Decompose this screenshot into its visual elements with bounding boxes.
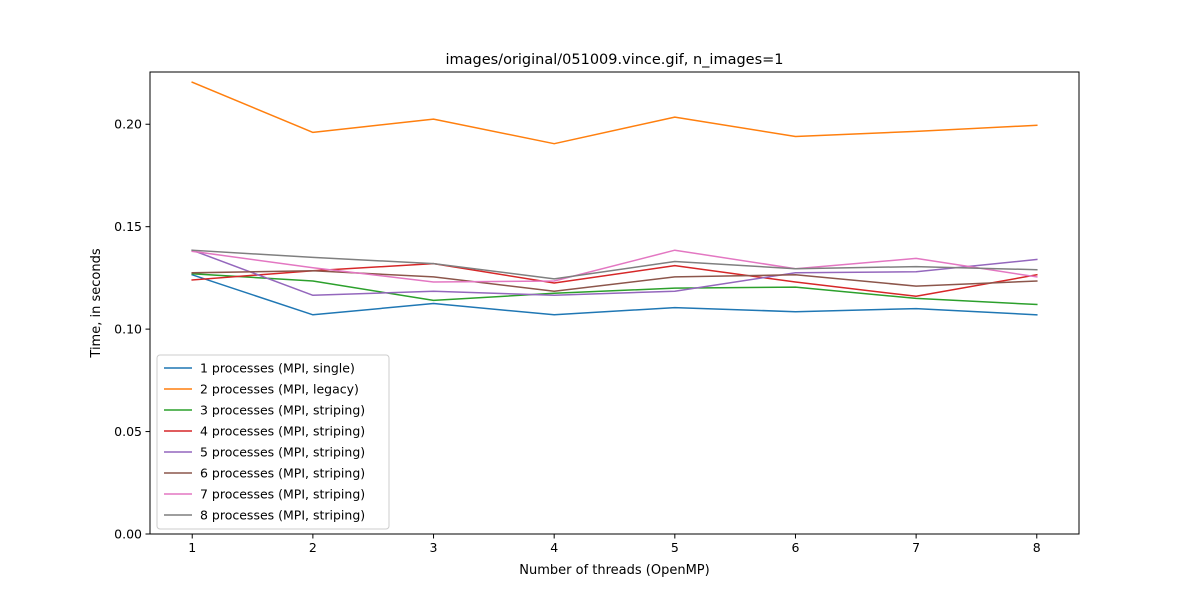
legend-label-3: 3 processes (MPI, striping) <box>200 403 365 418</box>
x-tick-label: 2 <box>309 540 317 555</box>
series-line-7 <box>191 249 1038 283</box>
x-tick-label: 1 <box>188 540 196 555</box>
legend-label-2: 2 processes (MPI, legacy) <box>200 382 359 397</box>
legend-label-4: 4 processes (MPI, striping) <box>200 424 365 439</box>
series-line-8 <box>191 249 1038 280</box>
x-axis-label: Number of threads (OpenMP) <box>519 563 709 578</box>
legend: 1 processes (MPI, single) 2 processes (MP… <box>156 354 390 530</box>
y-axis-label: Time, in seconds <box>89 248 104 358</box>
series-line-6 <box>191 269 1038 292</box>
series-line-3 <box>191 273 1038 306</box>
series-line-1 <box>191 273 1038 316</box>
x-tick-label: 6 <box>791 540 799 555</box>
x-axis: 1 2 3 4 5 6 7 8 <box>188 534 1041 555</box>
legend-label-5: 5 processes (MPI, striping) <box>200 445 365 460</box>
x-tick-label: 4 <box>550 540 558 555</box>
y-tick-label: 0.10 <box>114 322 142 337</box>
plot-frame <box>149 71 1080 535</box>
x-tick-label: 7 <box>912 540 920 555</box>
x-tick-label: 8 <box>1033 540 1041 555</box>
legend-label-7: 7 processes (MPI, striping) <box>200 487 365 502</box>
y-axis: 0.00 0.05 0.10 0.15 0.20 <box>114 117 150 542</box>
y-tick-label: 0.00 <box>114 527 142 542</box>
legend-label-6: 6 processes (MPI, striping) <box>200 466 365 481</box>
chart-title: images/original/051009.vince.gif, n_imag… <box>445 52 783 68</box>
legend-box <box>156 354 390 530</box>
x-tick-label: 5 <box>671 540 679 555</box>
series-line-5 <box>191 249 1038 297</box>
y-tick-label: 0.20 <box>114 117 142 132</box>
series-line-2 <box>191 81 1038 145</box>
y-tick-label: 0.15 <box>114 219 142 234</box>
legend-label-8: 8 processes (MPI, striping) <box>200 508 365 523</box>
y-tick-label: 0.05 <box>114 424 142 439</box>
x-tick-label: 3 <box>430 540 438 555</box>
legend-label-1: 1 processes (MPI, single) <box>200 361 355 376</box>
series-layer <box>191 81 1038 316</box>
